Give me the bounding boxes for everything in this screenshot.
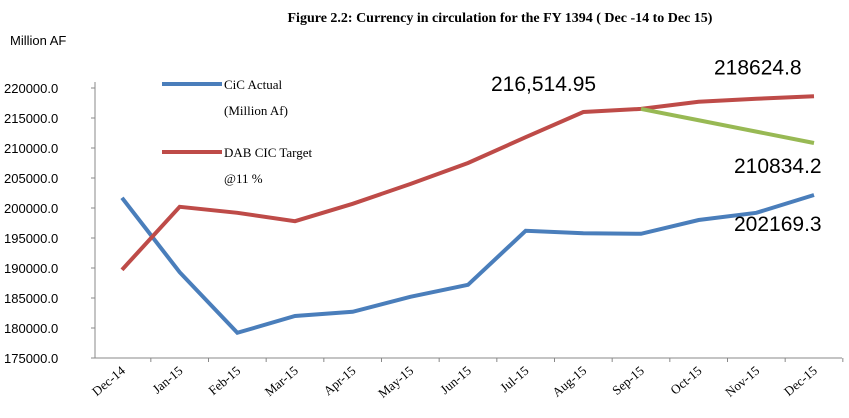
series-line [640, 106, 815, 145]
y-tick-label: 190000.0 [4, 261, 58, 276]
x-tick-label: Dec-15 [781, 363, 820, 399]
y-tick-label: 185000.0 [4, 291, 58, 306]
y-tick-label: 205000.0 [4, 171, 58, 186]
y-tick-label: 175000.0 [4, 351, 58, 366]
data-label: 218624.8 [714, 56, 802, 79]
x-tick-label: Aug-15 [549, 363, 589, 400]
x-tick-label: Jun-15 [437, 363, 474, 397]
y-tick-label: 215000.0 [4, 111, 58, 126]
y-tick-label: 200000.0 [4, 201, 58, 216]
legend-label: DAB CIC Target @11 % [224, 145, 313, 186]
series-line [120, 193, 815, 336]
x-tick-label: Nov-15 [722, 363, 762, 400]
y-axis-label: Million AF [10, 33, 66, 48]
x-tick-label: Mar-15 [262, 363, 301, 399]
x-tick-label: Feb-15 [205, 363, 243, 398]
series-line [120, 94, 815, 272]
x-tick-label: May-15 [375, 363, 416, 401]
data-label: 216,514.95 [491, 73, 596, 96]
data-label: 210834.2 [734, 155, 822, 178]
y-tick-label: 180000.0 [4, 321, 58, 336]
x-tick-label: Dec-14 [89, 362, 128, 398]
x-tick-label: Jan-15 [149, 363, 185, 397]
data-label: 202169.3 [734, 213, 822, 236]
x-tick-label: Sep-15 [609, 363, 647, 398]
x-tick-label: Apr-15 [320, 363, 358, 398]
chart-title: Figure 2.2: Currency in circulation for … [288, 11, 713, 26]
y-tick-label: 220000.0 [4, 81, 58, 96]
x-tick-label: Jul-15 [497, 363, 532, 395]
x-tick-label: Oct-15 [667, 363, 704, 398]
legend-label: CiC Actual (Million Af) [224, 77, 288, 118]
y-tick-label: 210000.0 [4, 141, 58, 156]
y-tick-label: 195000.0 [4, 231, 58, 246]
